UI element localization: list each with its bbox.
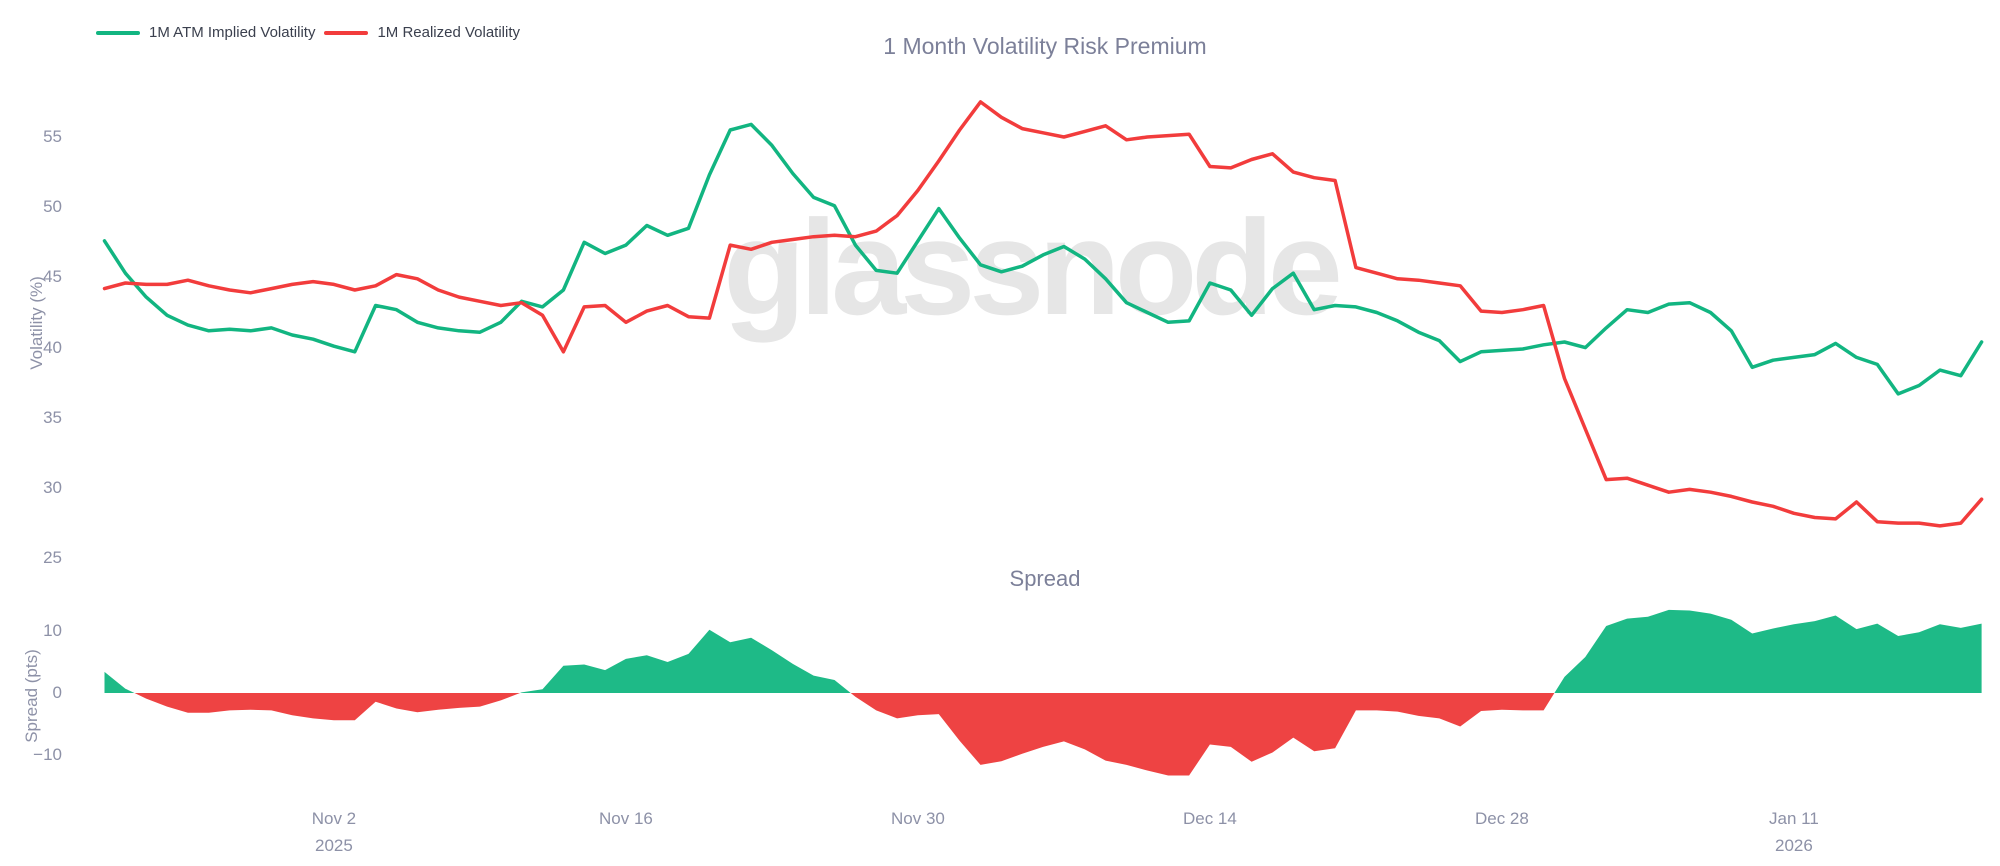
legend-item-implied-volatility[interactable]: 1M ATM Implied Volatility [96,24,315,41]
spread-negative-area[interactable] [104,693,1982,776]
x-axis-tick-label: Nov 16 [598,809,653,828]
x-axis-tick-label: Dec 14 [1182,809,1237,828]
realized-volatility-line[interactable] [102,100,1984,528]
volatility-y-tick-label: 55 [43,127,62,146]
volatility-y-tick-label: 35 [43,407,62,427]
x-axis-tick-label: Dec 28 [1474,809,1529,828]
volatility-y-tick-label: 25 [43,548,62,568]
legend-label-implied: 1M ATM Implied Volatility [149,24,316,41]
volatility-y-tick-label: 50 [43,197,62,217]
legend-item-realized-volatility[interactable]: 1M Realized Volatility [324,24,520,41]
implied-volatility-line[interactable] [102,122,1984,396]
volatility-y-tick-label: 30 [43,478,62,497]
volatility-y-tick-label: 40 [43,337,62,357]
spread-y-tick-label: 10 [43,621,62,640]
legend-label-realized: 1M Realized Volatility [377,24,521,41]
realized-volatility-line-swatch [324,30,369,35]
x-axis-tick-label: Nov 2 2025 [311,809,357,856]
legend: 1M ATM Implied Volatility 1M Realized Vo… [96,24,520,41]
spread-y-tick-label: −10 [33,745,62,764]
volatility-y-tick-label: 45 [43,267,62,287]
spread-chart-title: Spread [1009,566,1081,591]
x-axis-tick-label: Jan 11 2026 [1769,809,1819,856]
x-axis-tick-label: Nov 30 [890,809,945,828]
spread-y-tick-label: 0 [52,683,62,702]
main-chart-title: 1 Month Volatility Risk Premium [883,33,1207,59]
spread-positive-area[interactable] [104,609,1982,693]
implied-volatility-line-swatch [96,30,140,35]
